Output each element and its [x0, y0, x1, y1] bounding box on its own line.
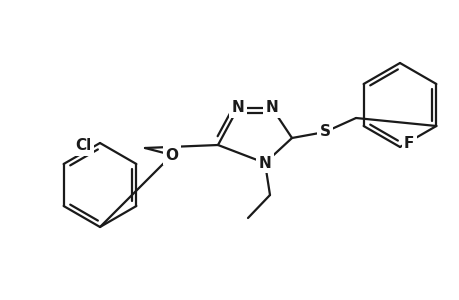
Text: Cl: Cl — [76, 139, 92, 154]
Text: N: N — [231, 100, 244, 116]
Text: S: S — [319, 124, 330, 140]
Text: O: O — [165, 148, 178, 163]
Text: N: N — [258, 155, 271, 170]
Text: N: N — [265, 100, 278, 116]
Text: F: F — [403, 136, 414, 152]
